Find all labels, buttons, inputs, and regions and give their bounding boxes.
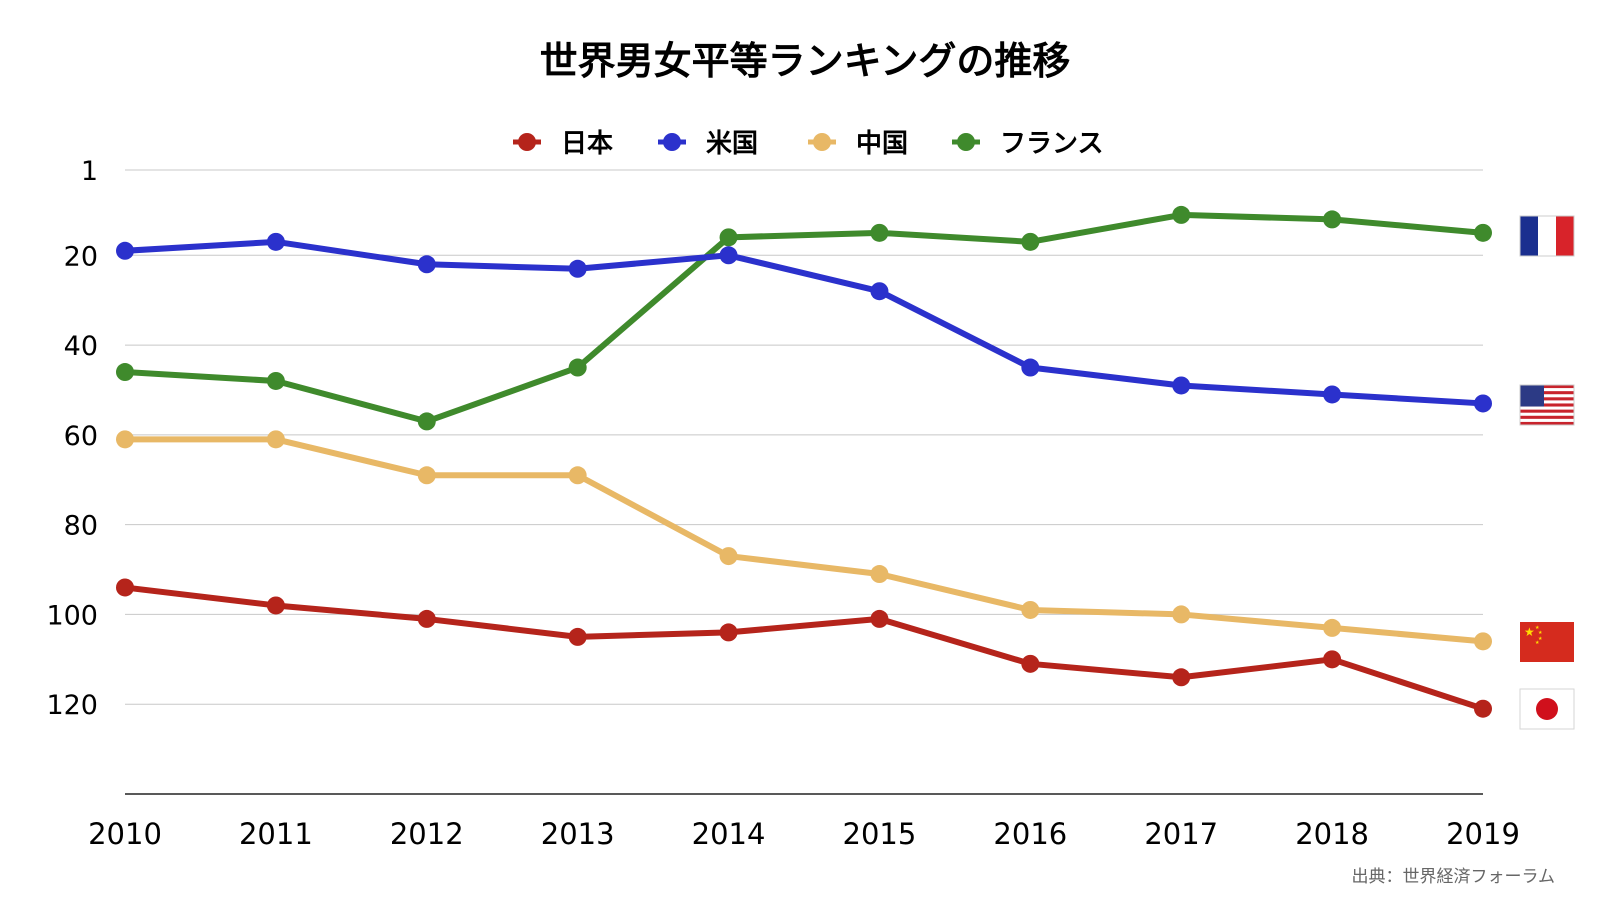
data-point xyxy=(1172,605,1191,624)
chart-title: 世界男女平等ランキングの推移 xyxy=(540,39,1071,83)
usa-flag xyxy=(1519,384,1575,426)
data-point xyxy=(1021,654,1040,673)
data-point xyxy=(116,430,134,449)
legend-swatch-dot xyxy=(663,133,681,151)
legend: 日本 米国 中国 フランス xyxy=(513,129,1103,159)
data-point xyxy=(1021,232,1040,251)
data-point xyxy=(417,412,436,431)
y-tick-label: 1 xyxy=(81,156,98,187)
x-tick-label: 2019 xyxy=(1446,817,1520,851)
series-china xyxy=(116,430,1492,651)
data-point xyxy=(266,232,285,251)
data-point xyxy=(719,623,738,642)
data-point xyxy=(1172,668,1191,687)
x-tick-label: 2016 xyxy=(993,817,1067,851)
data-point xyxy=(568,358,587,377)
data-point xyxy=(417,466,436,485)
y-tick-label: 100 xyxy=(46,600,98,631)
x-tick-label: 2014 xyxy=(692,817,766,851)
x-axis: 2010 2011 2012 2013 2014 2015 2016 2017 2018 2019 xyxy=(88,817,1520,851)
legend-label: 中国 xyxy=(856,129,908,159)
data-point xyxy=(1474,699,1492,718)
data-point xyxy=(1172,205,1191,224)
data-point xyxy=(266,371,285,390)
data-point xyxy=(266,430,285,449)
data-point xyxy=(1021,358,1040,377)
data-point xyxy=(568,627,587,646)
japan-flag xyxy=(1519,688,1575,730)
series-usa xyxy=(116,232,1492,413)
svg-text:★: ★ xyxy=(1538,630,1543,636)
x-tick-label: 2015 xyxy=(843,817,917,851)
legend-label: 米国 xyxy=(706,129,758,159)
data-point xyxy=(417,609,436,628)
y-tick-label: 60 xyxy=(64,421,98,452)
data-point xyxy=(1323,650,1342,669)
data-point xyxy=(870,282,889,301)
series-line xyxy=(122,238,1486,407)
data-point xyxy=(1474,223,1492,242)
data-point xyxy=(870,609,889,628)
y-tick-label: 40 xyxy=(64,331,98,362)
data-point xyxy=(1323,618,1342,637)
data-point xyxy=(1323,385,1342,404)
svg-text:★: ★ xyxy=(1535,625,1540,631)
data-point xyxy=(1323,210,1342,229)
data-point xyxy=(116,241,134,260)
data-point xyxy=(116,363,134,382)
france-flag xyxy=(1519,215,1575,257)
y-tick-label: 80 xyxy=(64,511,98,542)
data-point xyxy=(568,259,587,278)
data-point xyxy=(1474,632,1492,651)
legend-item: 日本 xyxy=(513,129,613,159)
data-point xyxy=(719,547,738,566)
legend-swatch-dot xyxy=(518,133,536,151)
data-point xyxy=(719,228,738,247)
x-tick-label: 2012 xyxy=(390,817,464,851)
y-tick-label: 20 xyxy=(64,241,98,272)
data-point xyxy=(870,223,889,242)
series-line xyxy=(122,584,1486,712)
legend-label: フランス xyxy=(1000,129,1103,159)
legend-label: 日本 xyxy=(561,129,613,159)
x-tick-label: 2013 xyxy=(541,817,615,851)
legend-swatch-dot xyxy=(813,133,831,151)
china-flag: ★ ★ ★ ★ ★ xyxy=(1520,622,1574,662)
series-line xyxy=(122,436,1486,645)
legend-item: 中国 xyxy=(808,129,908,159)
legend-item: フランス xyxy=(952,129,1103,159)
x-tick-label: 2011 xyxy=(239,817,313,851)
svg-text:★: ★ xyxy=(1535,640,1540,646)
data-point xyxy=(116,578,134,597)
legend-item: 米国 xyxy=(658,129,758,159)
series-lines xyxy=(116,205,1492,718)
legend-swatch-dot xyxy=(957,133,975,151)
data-point xyxy=(870,565,889,584)
series-japan xyxy=(116,578,1492,718)
series-france xyxy=(116,205,1492,431)
data-point xyxy=(266,596,285,615)
gridlines xyxy=(125,169,1483,795)
data-point xyxy=(1021,600,1040,619)
svg-text:★: ★ xyxy=(1524,625,1535,639)
data-point xyxy=(719,246,738,265)
data-point xyxy=(568,466,587,485)
series-line xyxy=(122,211,1486,425)
x-tick-label: 2010 xyxy=(88,817,162,851)
data-point xyxy=(417,255,436,274)
source-note: 出典：世界経済フォーラム xyxy=(1352,867,1556,887)
y-tick-label: 120 xyxy=(46,690,98,721)
x-tick-label: 2018 xyxy=(1295,817,1369,851)
data-point xyxy=(1474,394,1492,413)
svg-text:★: ★ xyxy=(1538,636,1543,642)
flags: ★ ★ ★ ★ ★ xyxy=(1519,215,1575,730)
data-point xyxy=(1172,376,1191,395)
x-tick-label: 2017 xyxy=(1144,817,1218,851)
